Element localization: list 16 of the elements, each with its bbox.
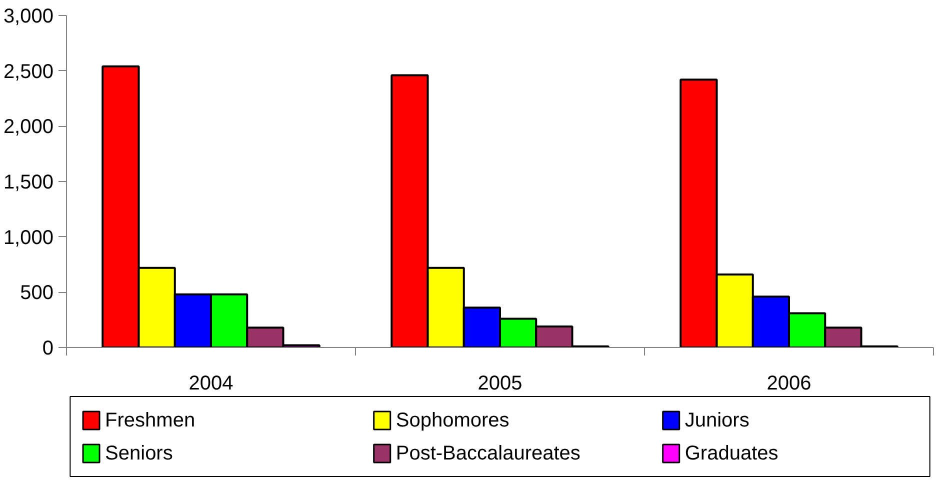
y-tick-label: 500 <box>20 282 54 304</box>
legend-label: Post-Baccalaureates <box>396 442 580 464</box>
legend-label: Seniors <box>105 442 173 464</box>
legend-label: Graduates <box>684 442 778 464</box>
x-tick-label: 2004 <box>188 372 234 394</box>
legend-label: Sophomores <box>396 410 510 432</box>
y-tick-label: 3,000 <box>3 6 54 28</box>
y-tick-label: 0 <box>42 338 54 360</box>
y-tick-label: 2,500 <box>3 60 54 83</box>
y-tick-label: 1,500 <box>3 172 54 194</box>
x-tick-label: 2006 <box>766 372 812 394</box>
y-tick-label: 1,000 <box>3 226 54 249</box>
legend-label: Juniors <box>684 410 750 432</box>
x-tick-label: 2005 <box>478 372 522 394</box>
legend-label: Freshmen <box>105 410 196 432</box>
y-tick-label: 2,000 <box>3 116 54 138</box>
